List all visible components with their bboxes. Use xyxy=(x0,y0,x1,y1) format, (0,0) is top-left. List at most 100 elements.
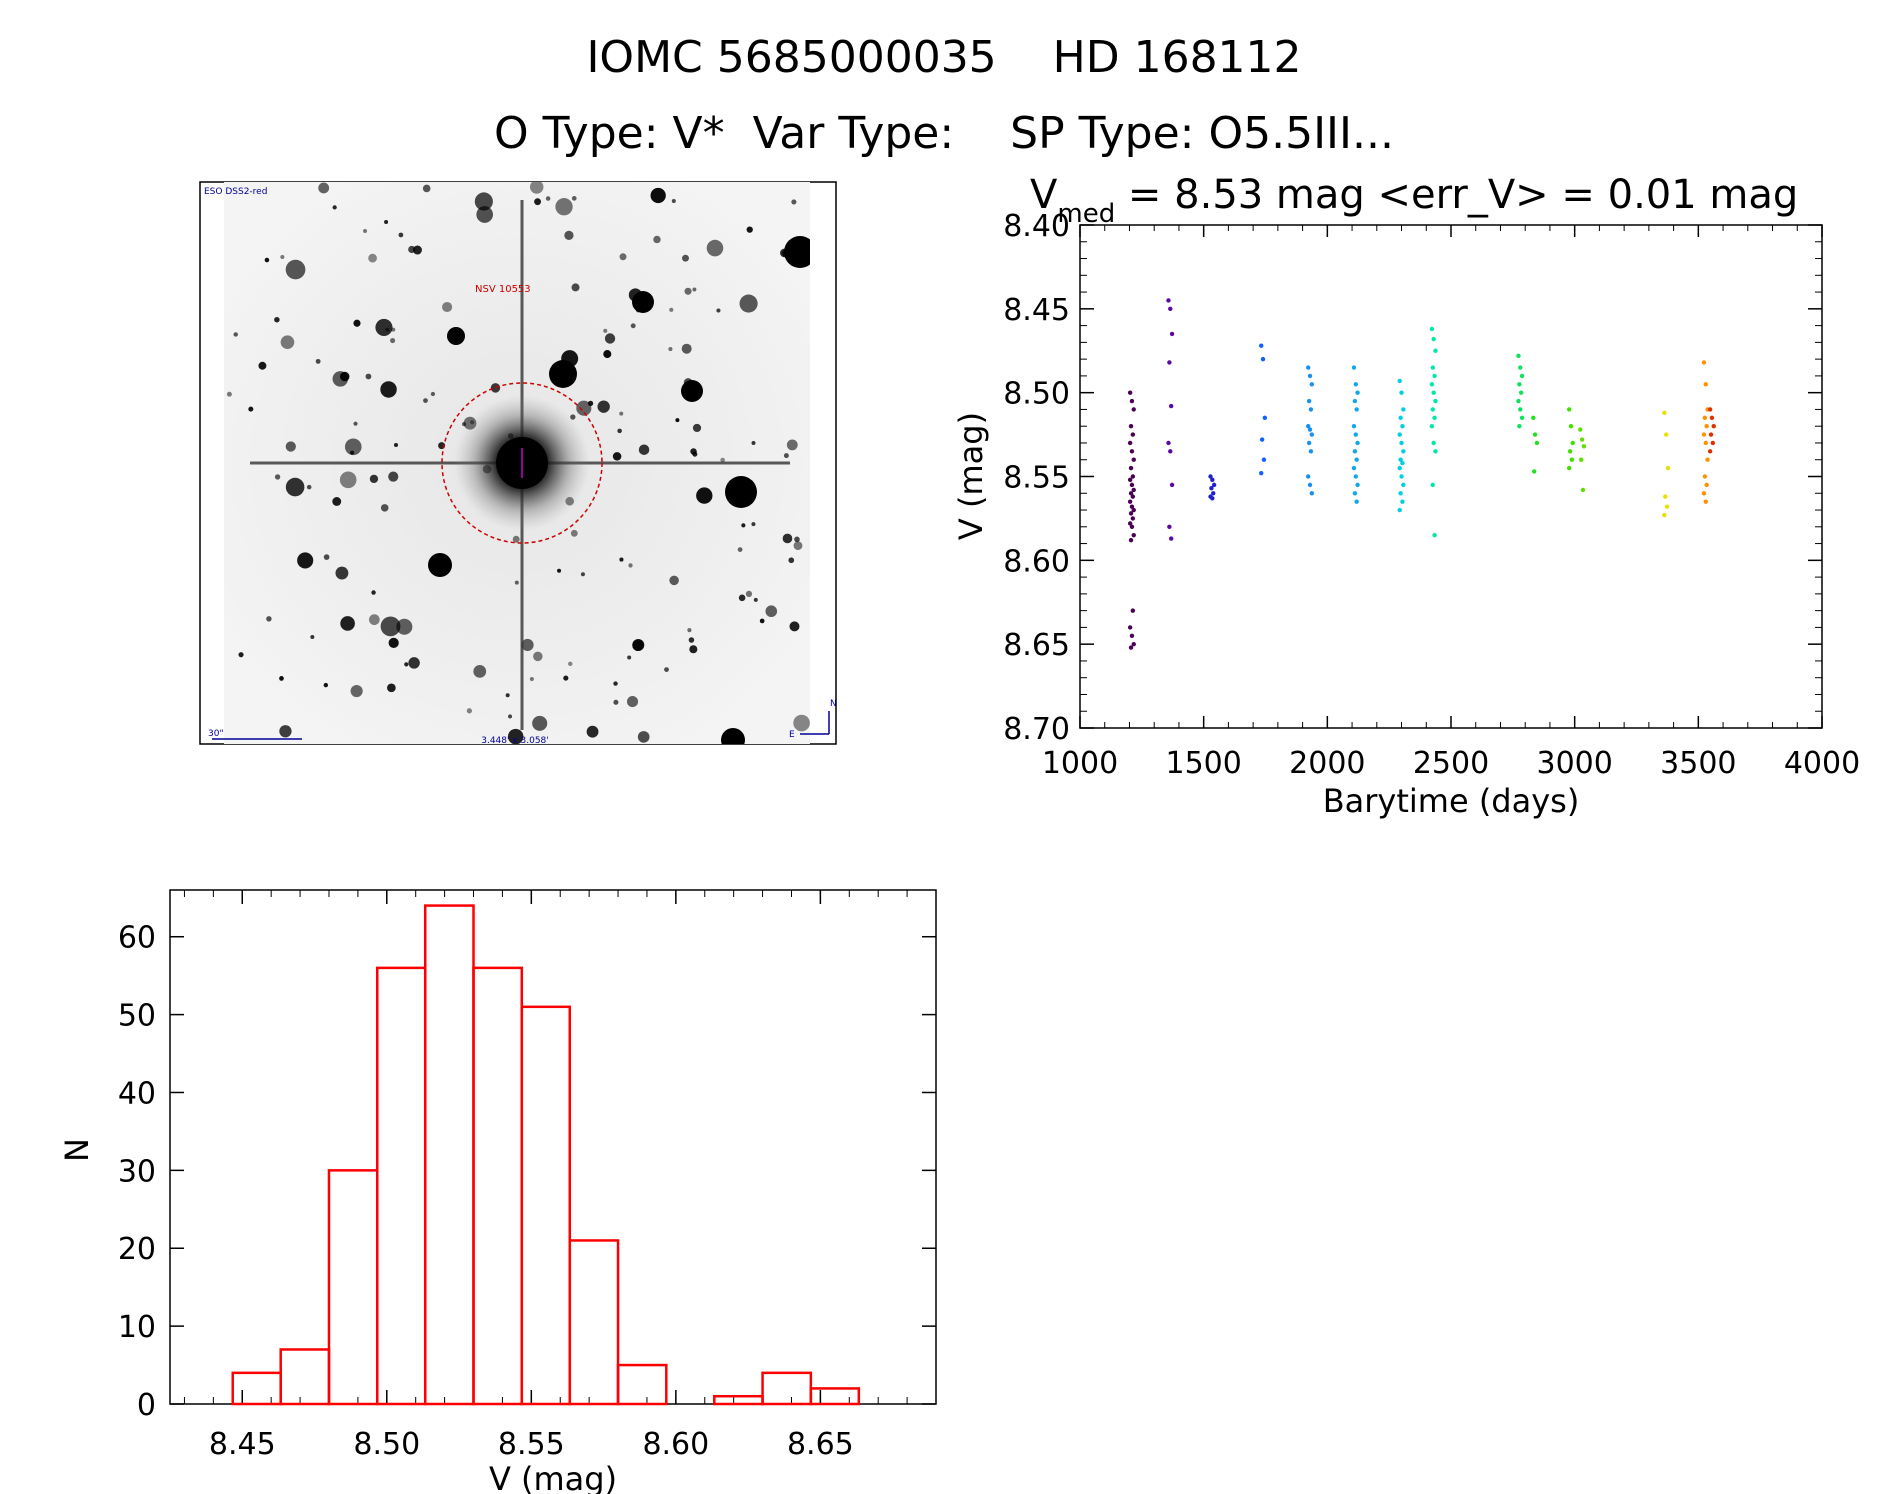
lc-data-point xyxy=(1397,432,1402,437)
lc-data-point xyxy=(1709,415,1715,421)
histogram-x-label: V (mag) xyxy=(489,1460,617,1494)
scale-label: 30" xyxy=(208,729,224,739)
background-star xyxy=(720,457,725,463)
background-star xyxy=(310,635,315,640)
background-star xyxy=(687,628,692,633)
lc-data-point xyxy=(1580,487,1586,493)
background-star xyxy=(692,287,697,292)
lc-y-tick-label: 8.50 xyxy=(1003,377,1070,412)
lc-data-point xyxy=(1355,390,1360,395)
lc-data-point xyxy=(1707,407,1713,412)
background-star xyxy=(738,594,746,602)
lc-data-point xyxy=(1663,494,1668,499)
background-star xyxy=(751,441,756,446)
lc-data-point xyxy=(1665,465,1671,471)
lc-data-point xyxy=(1261,457,1267,462)
background-star xyxy=(335,566,349,580)
background-star xyxy=(669,307,674,312)
background-star xyxy=(692,451,698,457)
background-star xyxy=(716,308,721,313)
lc-data-point xyxy=(1708,432,1714,437)
histogram-plot-area xyxy=(169,889,937,1405)
compass-north-label: N xyxy=(830,699,837,709)
background-star xyxy=(466,708,473,714)
lc-data-point xyxy=(1166,298,1171,303)
lc-data-point xyxy=(1308,449,1314,454)
lc-data-point xyxy=(1532,432,1538,437)
lc-data-point xyxy=(1130,432,1136,437)
background-star xyxy=(741,523,746,528)
lc-data-point xyxy=(1130,494,1136,499)
background-star xyxy=(791,199,797,205)
background-star xyxy=(332,497,342,506)
background-star xyxy=(571,283,580,292)
background-star xyxy=(688,637,695,643)
background-star xyxy=(793,541,803,551)
background-star xyxy=(323,682,329,688)
background-star xyxy=(746,226,753,233)
lc-data-point xyxy=(1127,477,1133,483)
lc-data-point xyxy=(1662,410,1667,415)
lc-data-point xyxy=(1128,491,1134,496)
lc-x-tick-label: 3500 xyxy=(1660,746,1736,781)
lc-data-point xyxy=(1432,373,1437,379)
background-star xyxy=(555,198,573,216)
background-star xyxy=(369,474,379,484)
lc-data-point xyxy=(1707,449,1713,454)
lc-data-point xyxy=(1259,437,1265,442)
bright-star xyxy=(549,360,577,388)
lc-data-point xyxy=(1431,440,1436,446)
lc-data-point xyxy=(1307,427,1313,432)
background-star xyxy=(264,257,270,263)
histogram-bar xyxy=(231,1371,282,1406)
lc-data-point xyxy=(1581,444,1587,449)
lc-data-point xyxy=(1168,536,1174,541)
background-star xyxy=(422,184,431,193)
lc-data-point xyxy=(1131,532,1136,538)
background-star xyxy=(669,575,679,586)
background-star xyxy=(788,557,795,564)
lc-data-point xyxy=(1429,382,1435,387)
lc-data-point xyxy=(1168,449,1173,454)
lc-data-point xyxy=(1167,524,1172,529)
lc-data-point xyxy=(1128,645,1134,650)
lc-data-point xyxy=(1128,465,1134,471)
lc-data-point xyxy=(1711,424,1716,429)
background-star xyxy=(619,253,627,261)
background-star xyxy=(627,655,632,660)
histogram-bar xyxy=(713,1394,764,1406)
compass-east-label: E xyxy=(789,730,795,740)
lc-data-point xyxy=(1400,424,1405,429)
background-star xyxy=(532,715,548,731)
lc-data-point xyxy=(1430,407,1435,412)
lc-data-point xyxy=(1566,465,1572,471)
background-star xyxy=(789,621,800,632)
background-star xyxy=(664,667,669,672)
histogram-chart: 8.45 8.50 8.55 8.60 8.65 0 10 20 30 40 50 60 V (mag… xyxy=(58,889,937,1494)
lc-data-point xyxy=(1516,353,1521,358)
background-star xyxy=(682,254,689,262)
background-star xyxy=(613,699,619,705)
background-star xyxy=(280,255,285,260)
lc-data-point xyxy=(1127,521,1133,526)
lc-data-point xyxy=(1352,491,1358,496)
lc-data-point xyxy=(1130,474,1136,479)
hist-x-tick-label: 8.65 xyxy=(787,1427,854,1462)
lc-data-point xyxy=(1432,532,1437,538)
lc-data-point xyxy=(1701,491,1707,496)
background-star xyxy=(323,554,330,560)
lc-data-point xyxy=(1353,432,1358,437)
lc-data-point xyxy=(1129,449,1135,454)
histogram-bar xyxy=(327,1169,379,1406)
hist-x-tick-label: 8.60 xyxy=(642,1427,709,1462)
lc-data-point xyxy=(1352,449,1358,454)
lc-data-point xyxy=(1131,641,1136,647)
background-star xyxy=(603,350,612,359)
histogram-bar xyxy=(472,966,524,1406)
lc-data-point xyxy=(1129,633,1135,638)
background-star xyxy=(233,332,238,337)
lc-x-tick-label: 2000 xyxy=(1289,746,1365,781)
histogram-bar xyxy=(423,904,475,1406)
background-star xyxy=(285,259,306,280)
background-star xyxy=(390,337,396,344)
